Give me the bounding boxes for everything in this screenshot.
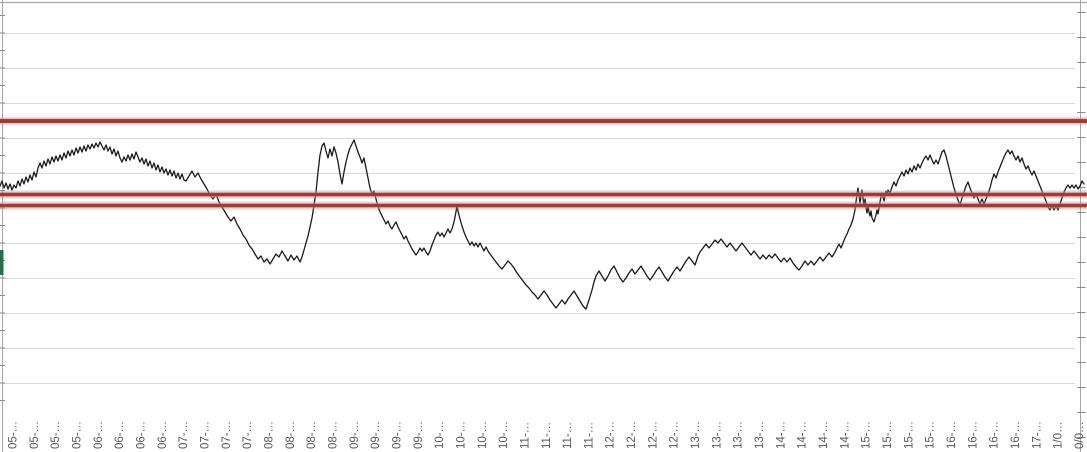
x-axis-label: 16-… — [989, 421, 1001, 449]
x-axis-label: 16-… — [946, 421, 958, 449]
x-axis-label: 09-… — [370, 421, 382, 449]
x-axis-label: 06-… — [93, 421, 105, 449]
x-axis-label: 1/0… — [1053, 422, 1065, 450]
left-edge-green-marker — [0, 250, 4, 275]
x-axis-label: 11-… — [583, 422, 595, 449]
x-axis-label: 06-… — [135, 421, 147, 449]
x-axis-label: 10-… — [498, 421, 510, 449]
x-axis-label: 12-… — [605, 421, 617, 449]
x-axis-label: 07-… — [221, 421, 233, 449]
x-axis-label: 12-… — [647, 421, 659, 449]
x-axis-label: 08-… — [327, 421, 339, 449]
x-axis-label: 08-… — [263, 421, 275, 449]
x-axis-label: 11-… — [562, 422, 574, 449]
x-axis-label: 13-… — [711, 421, 723, 449]
x-axis-label: 12-… — [669, 421, 681, 449]
x-axis-label: 13-… — [733, 421, 745, 449]
x-axis-label: 07-… — [199, 421, 211, 449]
price-line-series — [0, 139, 1085, 310]
right-axis-ticks — [1077, 12, 1086, 438]
x-axis-label: 16-… — [967, 421, 979, 449]
x-axis-label: 15-… — [903, 421, 915, 449]
x-axis-label: 05-… — [29, 421, 41, 449]
x-axis-label: 05-… — [8, 421, 20, 449]
x-axis-label: 05-… — [71, 421, 83, 449]
x-axis-label: 14-… — [818, 421, 830, 449]
x-axis-label: 11-… — [541, 422, 553, 449]
x-axis-label: 11-… — [519, 422, 531, 449]
x-axis-label: 15-… — [861, 421, 873, 449]
x-axis-label: 08-… — [285, 421, 297, 449]
x-axis-label: 13-… — [690, 421, 702, 449]
x-axis-label: 10-… — [434, 421, 446, 449]
x-axis-label: 06-… — [157, 421, 169, 449]
x-axis-label: 07-… — [242, 421, 254, 449]
x-axis-label: 14-… — [797, 421, 809, 449]
x-axis-label: 09-… — [413, 421, 425, 449]
x-axis-label: 12-… — [626, 421, 638, 449]
x-axis-label: 09-… — [391, 421, 403, 449]
x-axis-label: 13-… — [754, 421, 766, 449]
x-axis-label: 08-… — [306, 421, 318, 449]
x-axis-label: 05-… — [50, 421, 62, 449]
x-axis-label: 10-… — [477, 421, 489, 449]
x-axis-labels-group: 05-… 05-… 05-… 05-… 06-… 06-… 06-… 06-… 07-… 07-…… — [8, 421, 1087, 449]
x-axis-label: 07-… — [178, 421, 190, 449]
x-axis-label: 17-… — [1031, 421, 1043, 449]
gridlines-group — [3, 33, 1075, 384]
x-axis-label: 15-… — [925, 421, 937, 449]
x-axis-label: 14-… — [775, 421, 787, 449]
x-axis-label: 16-… — [1010, 421, 1022, 449]
x-axis-label: 09-… — [349, 421, 361, 449]
x-axis-label: 10-… — [455, 421, 467, 449]
x-axis-label: 15-… — [882, 421, 894, 449]
x-axis-label: 0/0… — [1074, 422, 1086, 450]
level-lines-group — [0, 116, 1087, 211]
x-axis-label: 06-… — [114, 421, 126, 449]
x-axis-label: 14-… — [839, 421, 851, 449]
